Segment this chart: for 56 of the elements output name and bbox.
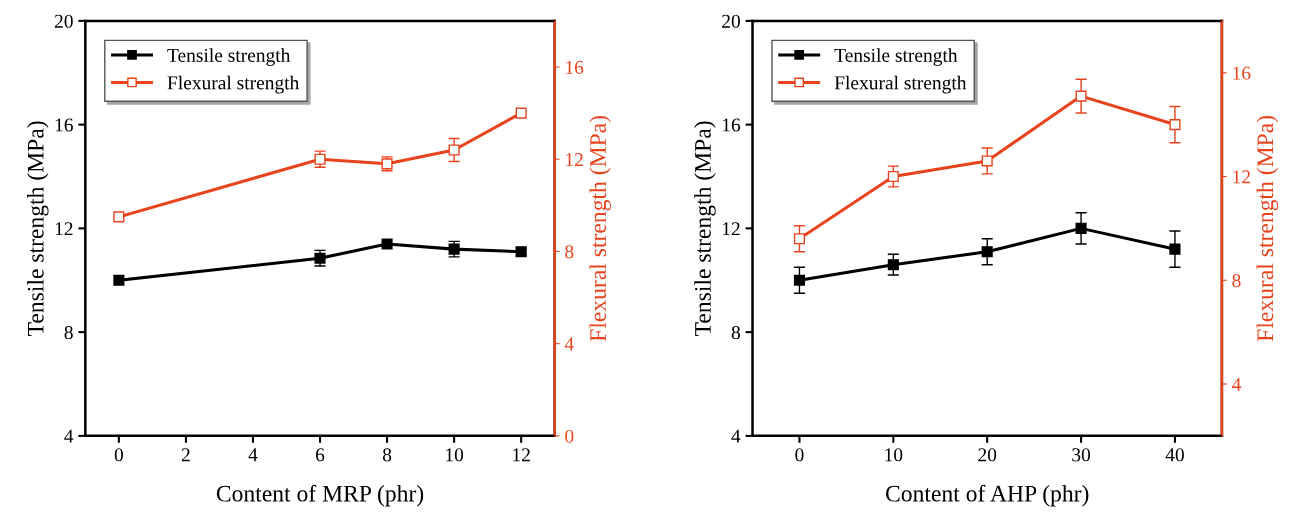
y-tick-label: 4 [64, 429, 74, 443]
point [793, 233, 806, 245]
y-axis-title: Tensile strength (MPa) [27, 121, 49, 336]
x-axis-title: Content of AHP (phr) [885, 484, 1089, 507]
x-tick-label: 10 [446, 448, 464, 462]
point [793, 274, 806, 286]
point [113, 274, 125, 286]
y2-tick-label: 12 [1233, 170, 1250, 184]
y-axis-title: Tensile strength (MPa) [694, 121, 716, 336]
point [887, 170, 899, 183]
point [887, 259, 899, 271]
y-tick-label: 8 [64, 325, 73, 340]
x-tick-label: 20 [978, 448, 997, 462]
y2-tick-label: 16 [566, 60, 584, 74]
y2-axis-title: Flexural strength (MPa) [589, 115, 611, 342]
x-tick-label: 40 [1165, 448, 1184, 462]
y2-tick-label: 12 [566, 153, 583, 166]
y-tick-label: 16 [55, 118, 73, 132]
x-tick-label: 2 [181, 448, 190, 462]
y2-tick-label: 4 [564, 337, 574, 351]
y2-tick-label: 16 [1233, 66, 1251, 80]
legend-label: Tensile strength [167, 48, 291, 66]
point [448, 144, 460, 156]
y2-tick-label: 4 [1231, 377, 1242, 391]
point [381, 238, 393, 250]
point [1169, 243, 1181, 255]
y-tick-label: 4 [731, 429, 741, 443]
legend-label: Flexural strength [834, 75, 967, 94]
point [515, 107, 527, 119]
point [981, 246, 993, 258]
x-tick-label: 0 [795, 448, 804, 462]
x-tick-label: 0 [114, 448, 123, 462]
y-tick-label: 20 [722, 14, 740, 28]
point [1169, 119, 1181, 131]
legend-label: Tensile strength [834, 48, 958, 66]
y2-tick-label: 0 [565, 429, 574, 443]
x-tick-label: 10 [885, 448, 903, 462]
y2-tick-label: 8 [565, 245, 574, 259]
x-axis-title: Content of MRP (phr) [216, 484, 424, 507]
y-tick-label: 8 [731, 325, 740, 340]
x-tick-label: 4 [248, 448, 258, 462]
y2-axis-title: Flexural strength (MPa) [1256, 115, 1279, 342]
y-tick-label: 16 [722, 118, 741, 132]
legend-label: Flexural strength [167, 75, 300, 94]
x-tick-label: 8 [382, 448, 392, 462]
point [1075, 90, 1087, 102]
point [1075, 222, 1087, 234]
point [113, 211, 125, 223]
point [981, 155, 993, 167]
y-tick-label: 12 [722, 222, 740, 236]
x-tick-label: 30 [1072, 448, 1091, 462]
y-tick-label: 20 [54, 14, 73, 28]
y-tick-label: 12 [55, 222, 73, 236]
x-tick-label: 12 [513, 448, 530, 462]
x-tick-label: 6 [315, 448, 325, 462]
y2-tick-label: 8 [1232, 274, 1241, 288]
